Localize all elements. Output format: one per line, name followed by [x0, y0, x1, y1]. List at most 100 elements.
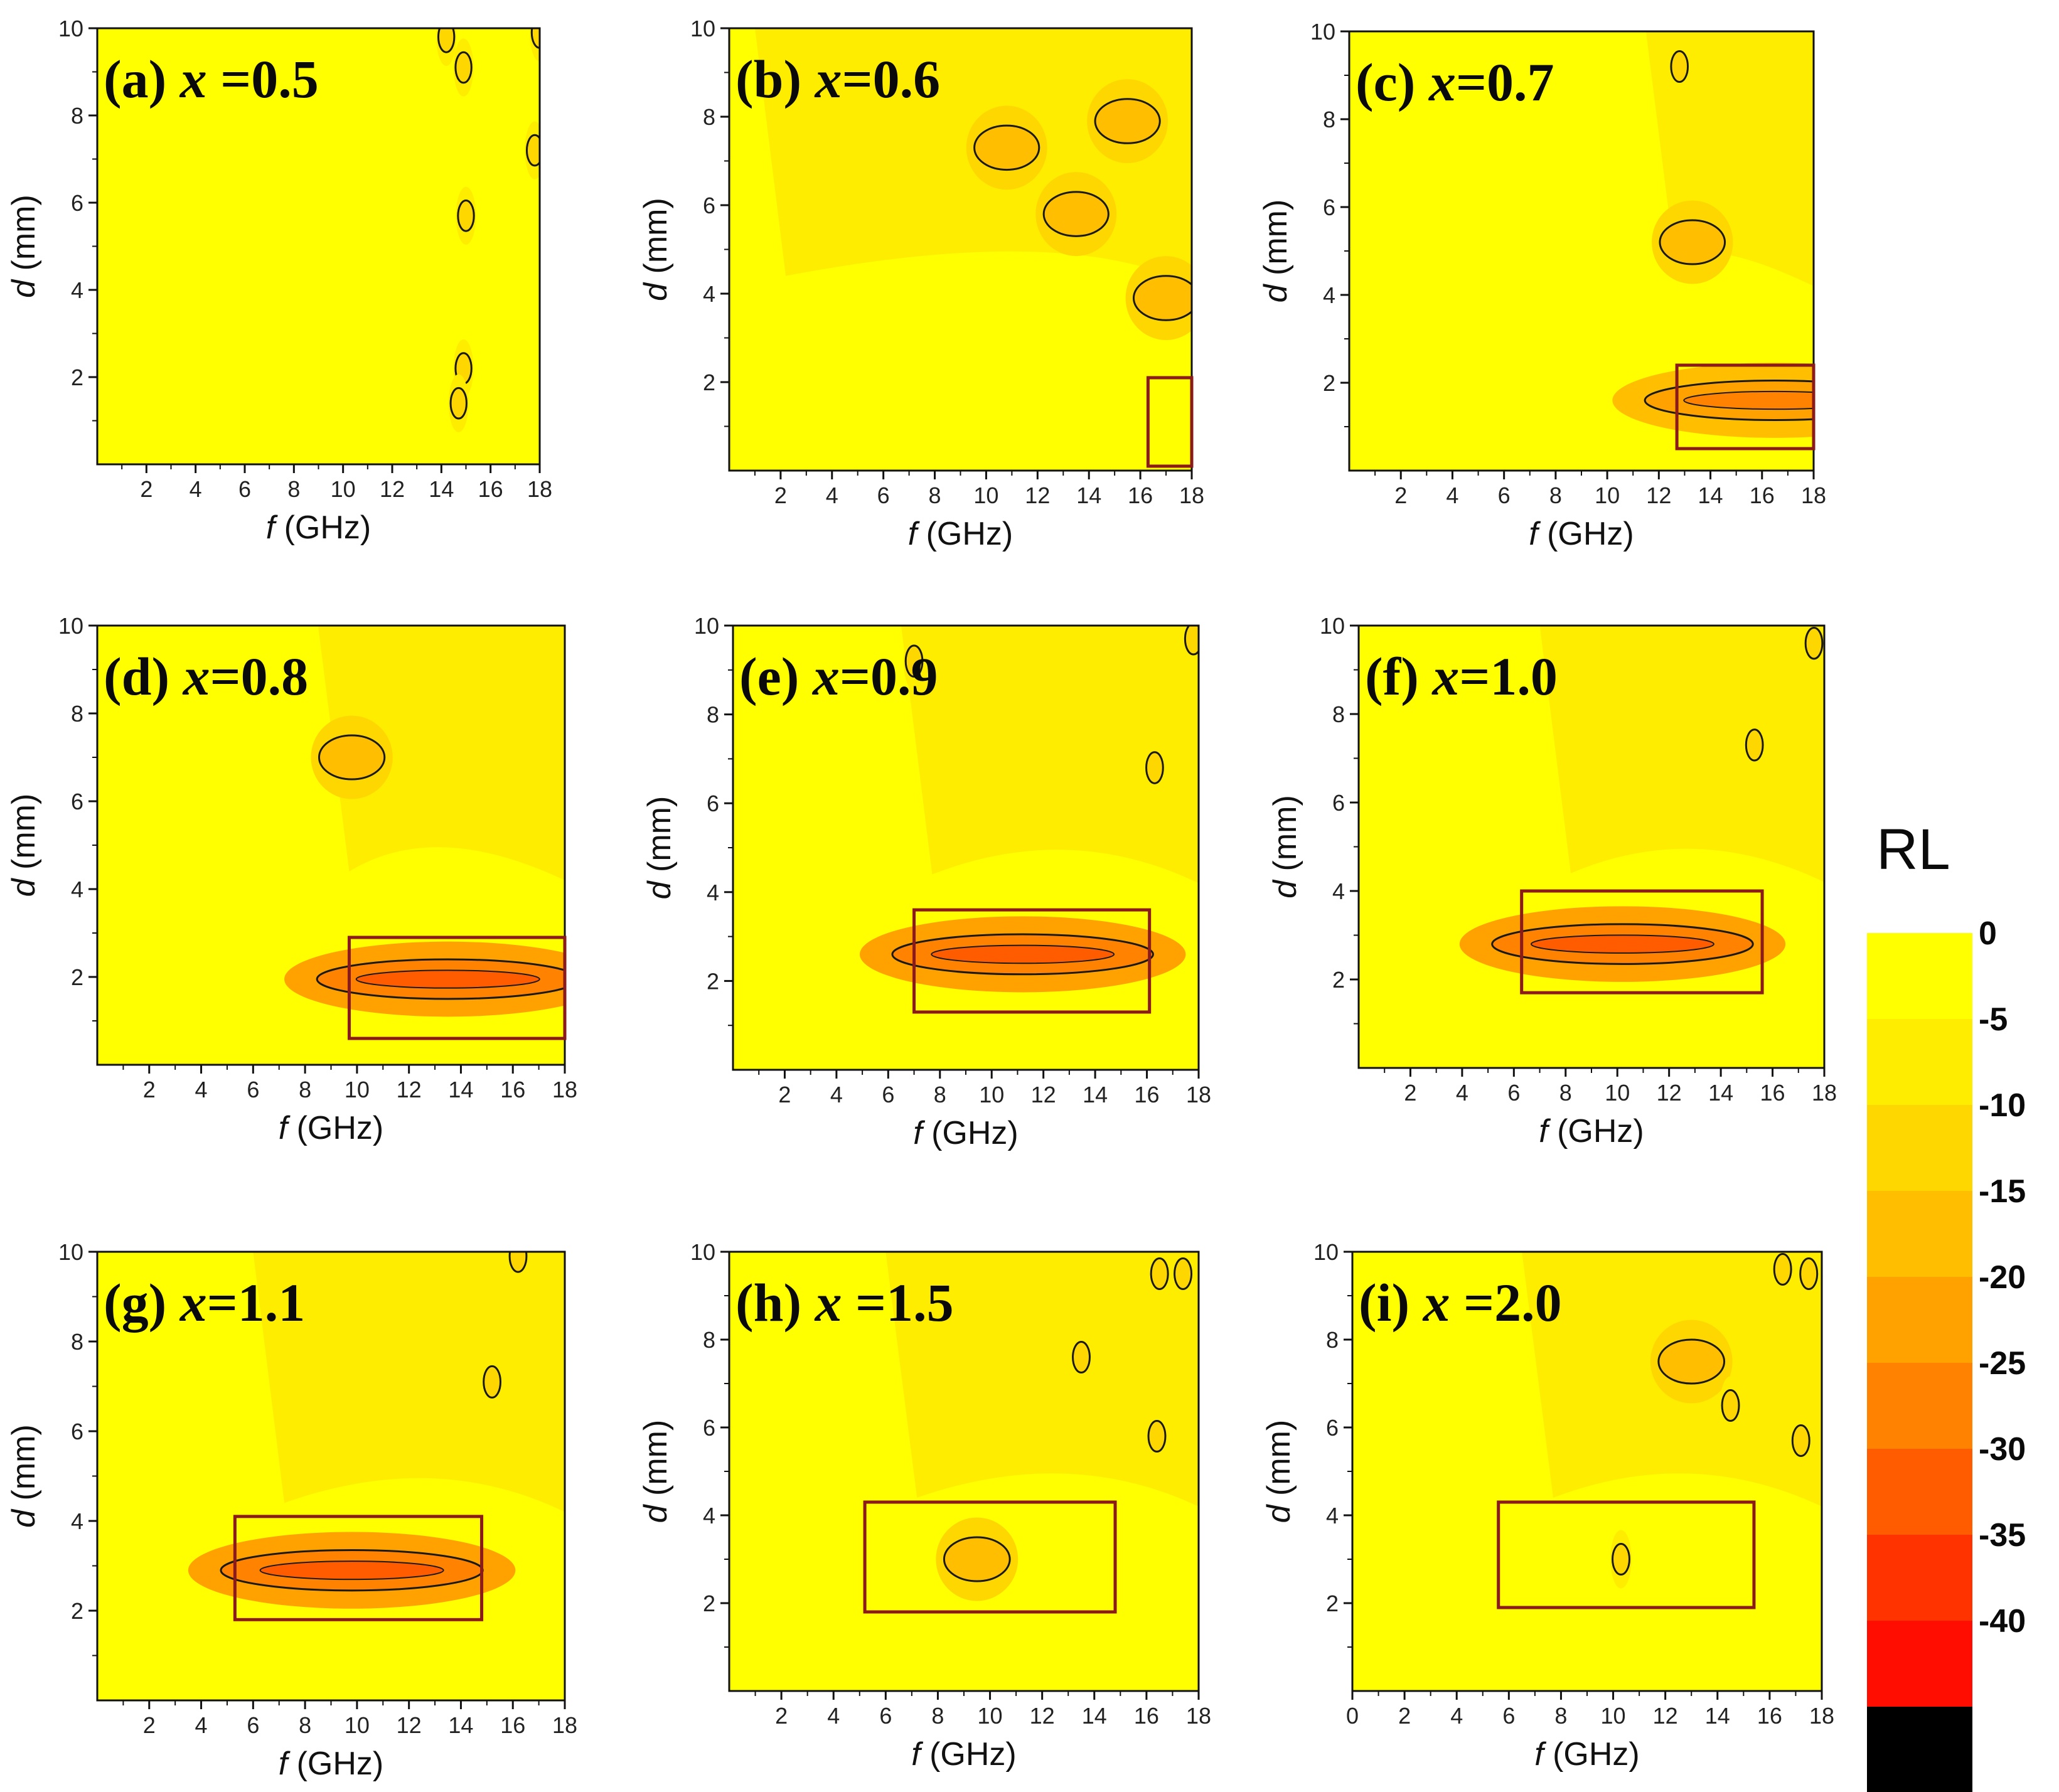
x-tick-label: 4 — [1456, 1080, 1468, 1106]
y-tick-label: 4 — [707, 880, 719, 905]
x-axis-label: f (GHz) — [1539, 1113, 1644, 1149]
x-tick-label: 16 — [500, 1077, 525, 1102]
colorbar-tick-label: -15 — [1979, 1173, 2026, 1210]
y-tick-label: 4 — [1323, 282, 1335, 308]
rl-contour — [1042, 191, 1110, 237]
y-axis-unit: (mm) — [638, 198, 674, 283]
x-axis-unit: (GHz) — [1544, 1736, 1640, 1773]
highlight-box — [1497, 1500, 1756, 1609]
plot-area — [1352, 1252, 1822, 1691]
panel-label: (b) — [735, 49, 815, 109]
x-axis-label: f (GHz) — [279, 1110, 384, 1146]
x-tick-label: 14 — [1705, 1703, 1730, 1729]
y-axis-label: d (mm) — [641, 796, 678, 900]
rl-contour — [1799, 1257, 1819, 1290]
x-tick-label: 10 — [1601, 1703, 1626, 1729]
x-axis-label: f (GHz) — [279, 1746, 384, 1782]
panel-g: 2 4 6 8 10 12 14 16 18 2 4 6 8 10 f (GHz) d (mm) (g) x=1… — [6, 1239, 577, 1782]
panel-label: (c) — [1356, 52, 1429, 112]
panel-value: =0.8 — [210, 646, 309, 707]
panel-title: (i) x =2.0 — [1359, 1272, 1562, 1333]
x-tick-label: 16 — [500, 1712, 525, 1738]
x-tick-label: 8 — [929, 483, 941, 508]
y-tick-label: 10 — [58, 1239, 83, 1265]
x-axis-unit: (GHz) — [275, 509, 371, 546]
y-axis-var: d — [6, 877, 42, 897]
rl-contour — [1072, 1341, 1091, 1373]
highlight-box — [912, 908, 1152, 1014]
panel-var: x — [1431, 646, 1459, 707]
colorbar: 0 -5 -10 -15 -20 -25 -30 -35 -40 RL — [1867, 818, 2026, 1792]
highlight-box — [233, 1515, 484, 1621]
y-axis-var: d — [638, 282, 674, 301]
y-axis-unit: (mm) — [1267, 795, 1303, 880]
panel-title: (g) x=1.1 — [104, 1272, 305, 1333]
plot-area — [97, 28, 540, 464]
panel-var: x — [179, 1272, 207, 1333]
x-tick-label: 8 — [934, 1082, 946, 1107]
x-tick-label: 2 — [143, 1077, 156, 1102]
x-tick-label: 14 — [1076, 483, 1101, 508]
panel-title: (h) x =1.5 — [735, 1272, 954, 1333]
y-tick-label: 4 — [1326, 1503, 1339, 1528]
rl-contour — [1184, 626, 1199, 656]
x-tick-label: 8 — [299, 1077, 311, 1102]
y-tick-label: 4 — [71, 277, 83, 303]
plot-area — [1359, 626, 1824, 1068]
x-axis-var: f — [266, 509, 278, 546]
y-tick-label: 6 — [703, 1415, 715, 1441]
panel-value: =2.0 — [1450, 1272, 1562, 1333]
x-tick-label: 12 — [1653, 1703, 1678, 1729]
rl-contour — [973, 124, 1040, 171]
colorbar-swatch — [1867, 1535, 1972, 1621]
y-tick-label: 6 — [1323, 195, 1335, 220]
x-tick-label: 2 — [143, 1712, 156, 1738]
panel-label: (f) — [1365, 646, 1432, 707]
colorbar-swatch — [1867, 1191, 1972, 1277]
panel-var: x — [1422, 1272, 1450, 1333]
panel-title: (b) x=0.6 — [735, 49, 940, 109]
panel-var: x — [814, 1272, 842, 1333]
plot-area — [729, 1252, 1199, 1691]
rl-contour — [1670, 50, 1689, 83]
panel-d: 2 4 6 8 10 12 14 16 18 2 4 6 8 10 f (GHz) d (mm) (d) x=0… — [6, 613, 577, 1146]
plot-area — [1349, 31, 1814, 471]
y-tick-label: 8 — [71, 103, 83, 129]
rl-contour — [1612, 1543, 1630, 1576]
highlight-box — [863, 1500, 1117, 1614]
x-tick-label: 4 — [195, 1077, 208, 1102]
x-tick-label: 2 — [775, 1703, 788, 1729]
panel-title: (f) x=1.0 — [1365, 646, 1558, 707]
rl-contour — [508, 1252, 528, 1273]
x-tick-label: 6 — [1502, 1703, 1515, 1729]
panel-value: =0.7 — [1456, 52, 1554, 112]
x-tick-label: 18 — [552, 1077, 577, 1102]
x-tick-label: 12 — [1657, 1080, 1682, 1106]
x-axis-unit: (GHz) — [917, 516, 1013, 552]
rl-contour-inner — [1683, 390, 1814, 410]
x-tick-label: 16 — [1750, 483, 1775, 508]
panel-a: 2 4 6 8 10 12 14 16 18 2 4 6 8 10 f (GHz) d (mm) (a) x =… — [6, 16, 552, 546]
x-tick-label: 4 — [830, 1082, 843, 1107]
colorbar-tick-label: 0 — [1979, 915, 1997, 952]
panel-i: 0 2 4 6 8 10 12 14 16 18 2 4 6 8 10 f (GHz) d (mm) (i) x … — [1261, 1239, 1834, 1773]
x-tick-label: 4 — [195, 1712, 208, 1738]
x-tick-label: 6 — [238, 476, 251, 502]
colorbar-tick-label: -10 — [1979, 1087, 2026, 1124]
highlight-box — [347, 936, 567, 1040]
y-axis-unit: (mm) — [641, 796, 678, 882]
y-tick-label: 8 — [71, 701, 83, 727]
x-tick-label: 16 — [1128, 483, 1153, 508]
x-tick-label: 10 — [345, 1712, 370, 1738]
y-tick-label: 2 — [707, 968, 719, 994]
x-axis-unit: (GHz) — [921, 1736, 1017, 1773]
x-tick-label: 8 — [287, 476, 300, 502]
rl-contour — [318, 734, 386, 781]
y-tick-label: 10 — [58, 613, 83, 639]
y-tick-label: 6 — [703, 193, 715, 218]
y-tick-label: 6 — [71, 190, 83, 216]
y-axis-label: d (mm) — [6, 195, 42, 298]
y-axis-var: d — [1258, 283, 1294, 302]
panel-label: (h) — [735, 1272, 815, 1333]
